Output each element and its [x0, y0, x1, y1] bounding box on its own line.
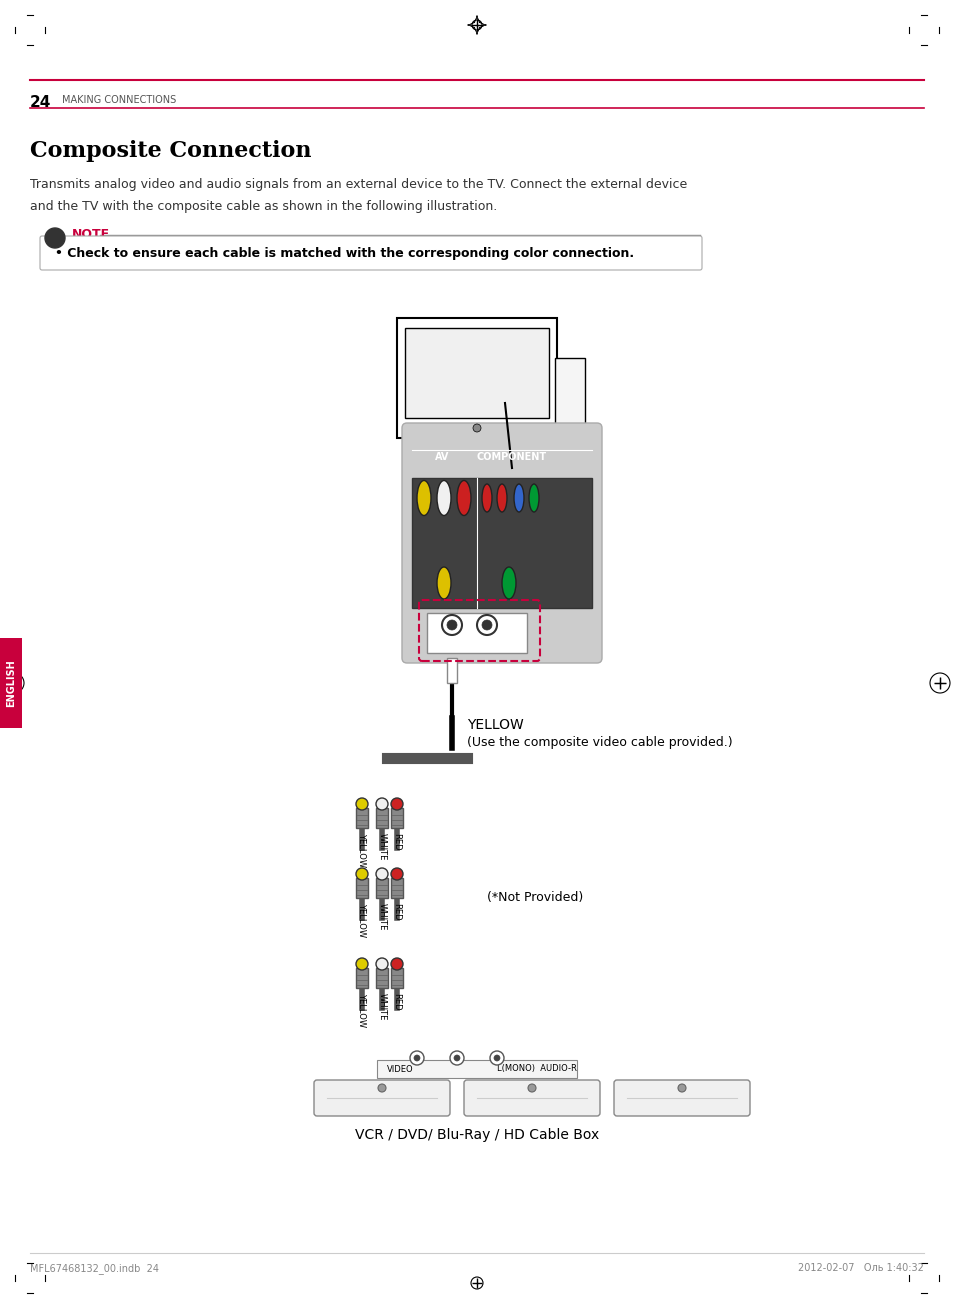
Text: L(MONO)  AUDIO-R: L(MONO) AUDIO-R	[497, 1065, 577, 1074]
Bar	[355, 808, 368, 828]
Text: WHITE: WHITE	[377, 903, 386, 930]
Text: Transmits analog video and audio signals from an external device to the TV. Conn: Transmits analog video and audio signals…	[30, 178, 686, 191]
Text: MFL67468132_00.indb  24: MFL67468132_00.indb 24	[30, 1264, 159, 1274]
Ellipse shape	[416, 480, 431, 515]
Text: YELLOW: YELLOW	[467, 718, 523, 732]
Bar	[391, 878, 402, 899]
Bar	[396, 318, 557, 438]
Ellipse shape	[436, 566, 451, 599]
FancyBboxPatch shape	[314, 1080, 450, 1116]
Ellipse shape	[481, 484, 492, 511]
Circle shape	[447, 620, 456, 630]
Text: MAKING CONNECTIONS: MAKING CONNECTIONS	[62, 95, 176, 105]
Bar	[355, 968, 368, 988]
FancyBboxPatch shape	[463, 1080, 599, 1116]
Text: 2012-02-07   Оль 1:40:32: 2012-02-07 Оль 1:40:32	[798, 1264, 923, 1273]
Bar	[427, 613, 526, 653]
Bar	[375, 968, 388, 988]
Circle shape	[375, 957, 388, 971]
Circle shape	[355, 869, 368, 880]
Bar	[391, 808, 402, 828]
Text: VIDEO: VIDEO	[387, 1065, 414, 1074]
Circle shape	[441, 615, 461, 634]
Circle shape	[375, 798, 388, 810]
Bar	[447, 658, 456, 683]
Circle shape	[450, 1052, 463, 1065]
Bar	[375, 878, 388, 899]
Ellipse shape	[529, 484, 538, 511]
Bar	[412, 477, 592, 608]
Bar	[0, 638, 22, 729]
Text: NOTE: NOTE	[71, 229, 110, 242]
Ellipse shape	[514, 484, 523, 511]
Circle shape	[355, 957, 368, 971]
Text: • Check to ensure each cable is matched with the corresponding color connection.: • Check to ensure each cable is matched …	[55, 247, 634, 260]
Bar	[436, 463, 517, 471]
Text: COMPONENT: COMPONENT	[476, 453, 546, 462]
Circle shape	[377, 1084, 386, 1092]
Circle shape	[410, 1052, 423, 1065]
Bar	[555, 358, 584, 428]
FancyBboxPatch shape	[40, 235, 701, 269]
Circle shape	[355, 798, 368, 810]
Text: RED: RED	[392, 993, 401, 1011]
Circle shape	[454, 1056, 459, 1061]
Text: WHITE: WHITE	[377, 993, 386, 1020]
Circle shape	[473, 424, 480, 432]
Bar	[376, 1059, 577, 1078]
Circle shape	[391, 798, 402, 810]
Text: YELLOW: YELLOW	[357, 993, 366, 1027]
Text: !: !	[52, 232, 58, 245]
Circle shape	[678, 1084, 685, 1092]
FancyBboxPatch shape	[401, 422, 601, 663]
Bar	[405, 328, 548, 419]
Text: and the TV with the composite cable as shown in the following illustration.: and the TV with the composite cable as s…	[30, 200, 497, 213]
Circle shape	[375, 869, 388, 880]
FancyBboxPatch shape	[614, 1080, 749, 1116]
Text: WHITE: WHITE	[377, 833, 386, 861]
Ellipse shape	[436, 480, 451, 515]
Bar	[355, 878, 368, 899]
Text: RED: RED	[392, 833, 401, 850]
Text: (*Not Provided): (*Not Provided)	[486, 892, 582, 905]
Bar	[375, 808, 388, 828]
Circle shape	[476, 615, 497, 634]
Text: AV: AV	[435, 453, 449, 462]
Circle shape	[490, 1052, 503, 1065]
Text: YELLOW: YELLOW	[357, 833, 366, 867]
Circle shape	[391, 957, 402, 971]
Text: Composite Connection: Composite Connection	[30, 140, 312, 162]
Circle shape	[414, 1056, 419, 1061]
Ellipse shape	[497, 484, 506, 511]
Text: IN: IN	[495, 439, 508, 450]
Text: ENGLISH: ENGLISH	[6, 659, 16, 706]
Circle shape	[45, 228, 65, 249]
Text: VCR / DVD/ Blu-Ray / HD Cable Box: VCR / DVD/ Blu-Ray / HD Cable Box	[355, 1127, 598, 1142]
Circle shape	[494, 1056, 499, 1061]
Text: 24: 24	[30, 95, 51, 110]
Text: YELLOW: YELLOW	[357, 903, 366, 937]
Text: (Use the composite video cable provided.): (Use the composite video cable provided.…	[467, 736, 732, 749]
Ellipse shape	[501, 566, 516, 599]
Bar	[452, 438, 501, 463]
Circle shape	[391, 869, 402, 880]
Ellipse shape	[456, 480, 471, 515]
Circle shape	[481, 620, 492, 630]
Circle shape	[527, 1084, 536, 1092]
Text: RED: RED	[392, 903, 401, 921]
Bar	[391, 968, 402, 988]
